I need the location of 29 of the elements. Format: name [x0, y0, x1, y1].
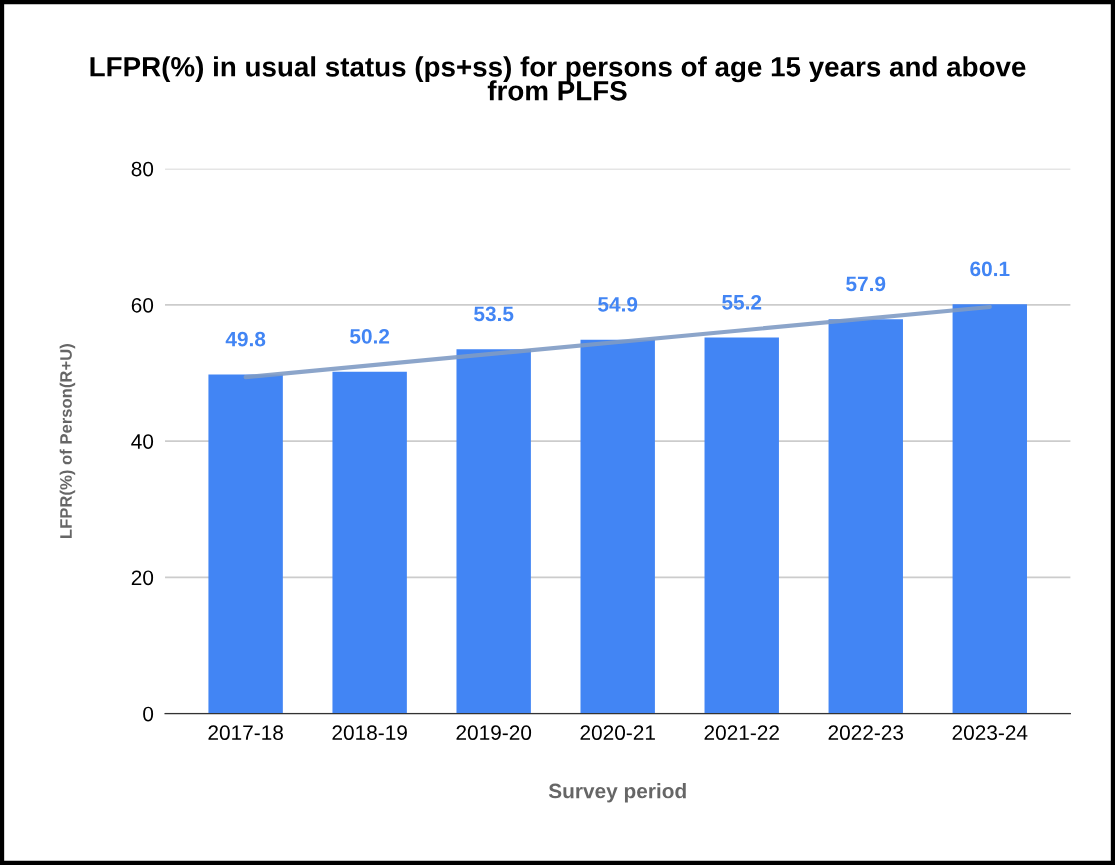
bar: [332, 371, 407, 714]
data-label: 50.2: [350, 328, 390, 344]
x-tick-label: 2020-21: [580, 725, 655, 741]
bar: [704, 337, 779, 714]
data-label: 60.1: [970, 261, 1010, 277]
x-tick-label: 2017-18: [208, 725, 283, 741]
x-axis-title: Survey period: [548, 783, 686, 803]
y-tick-label: 20: [131, 570, 154, 586]
y-tick-label: 60: [131, 297, 154, 313]
data-label: 55.2: [722, 294, 762, 310]
y-tick-label: 40: [131, 434, 154, 449]
data-label: 53.5: [474, 306, 514, 322]
bar: [208, 374, 283, 714]
y-tick-label: 80: [131, 161, 154, 177]
bar: [952, 304, 1027, 714]
data-label: 57.9: [846, 276, 886, 292]
x-tick-label: 2022-23: [828, 725, 904, 741]
bar: [828, 319, 903, 714]
bar: [456, 349, 531, 714]
x-tick-label: 2019-20: [456, 725, 532, 741]
y-tick-label: 0: [143, 706, 154, 722]
x-tick-label: 2023-24: [952, 725, 1028, 741]
bar: [580, 339, 655, 714]
x-tick-label: 2018-19: [332, 725, 407, 741]
data-label: 49.8: [225, 331, 266, 347]
data-label: 54.9: [598, 296, 638, 312]
chart-title: LFPR(%) in usual status (ps+ss) for persons of age 15 years and above from PLFS: [90, 56, 1026, 101]
x-tick-label: 2021-22: [704, 725, 779, 741]
y-axis-title: LFPR(%) of Person(R+U): [59, 344, 76, 538]
